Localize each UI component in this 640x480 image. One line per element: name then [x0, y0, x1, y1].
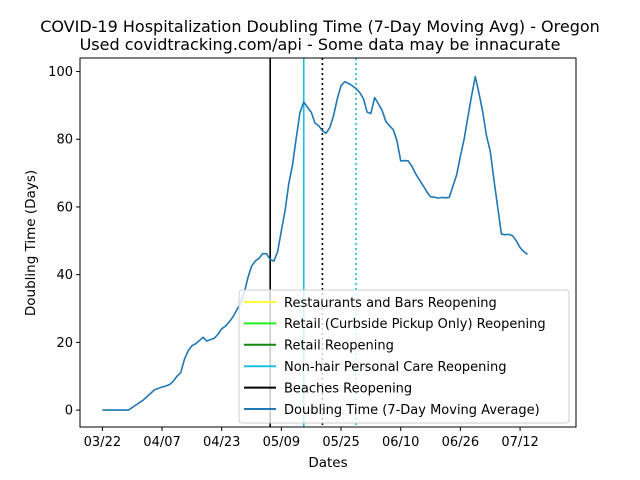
series-line	[102, 75, 528, 411]
legend: Restaurants and Bars Reopening Retail (Cu…	[238, 289, 570, 424]
x-tick-label: 06/26	[442, 435, 479, 450]
y-tick-label: 20	[56, 336, 73, 351]
x-axis-label: Dates	[308, 455, 347, 471]
y-axis: 0 20 40 60 80 100	[48, 65, 80, 419]
y-tick-label: 60	[56, 200, 73, 215]
legend-label: Retail (Curbside Pickup Only) Reopening	[284, 317, 546, 332]
series-layer	[102, 75, 528, 411]
x-tick-label: 05/09	[263, 435, 300, 450]
legend-label: Non-hair Personal Care Reopening	[284, 360, 507, 375]
legend-box	[238, 289, 570, 424]
legend-label: Retail Reopening	[284, 339, 394, 354]
x-tick-label: 03/22	[84, 435, 121, 450]
x-tick-label: 06/10	[382, 435, 419, 450]
x-tick-label: 07/12	[501, 435, 538, 450]
x-axis: 03/22 04/07 04/23 05/09 05/25 06/10 06/26 07/12	[84, 427, 539, 450]
x-tick-label: 04/23	[203, 435, 240, 450]
chart-title-line-2: Used covidtracking.com/api - Some data m…	[80, 35, 561, 54]
x-tick-label: 04/07	[143, 435, 180, 450]
chart-title-line-1: COVID-19 Hospitalization Doubling Time (…	[40, 17, 600, 36]
y-tick-label: 0	[65, 404, 73, 419]
y-tick-label: 40	[56, 268, 73, 283]
plot-frame	[79, 57, 577, 428]
y-tick-label: 100	[48, 65, 73, 80]
x-tick-label: 05/25	[322, 435, 359, 450]
y-axis-label: Doubling Time (Days)	[23, 170, 39, 316]
y-tick-label: 80	[56, 133, 73, 148]
legend-label: Doubling Time (7-Day Moving Average)	[284, 403, 540, 418]
legend-label: Restaurants and Bars Reopening	[284, 296, 497, 311]
legend-label: Beaches Reopening	[284, 381, 412, 396]
